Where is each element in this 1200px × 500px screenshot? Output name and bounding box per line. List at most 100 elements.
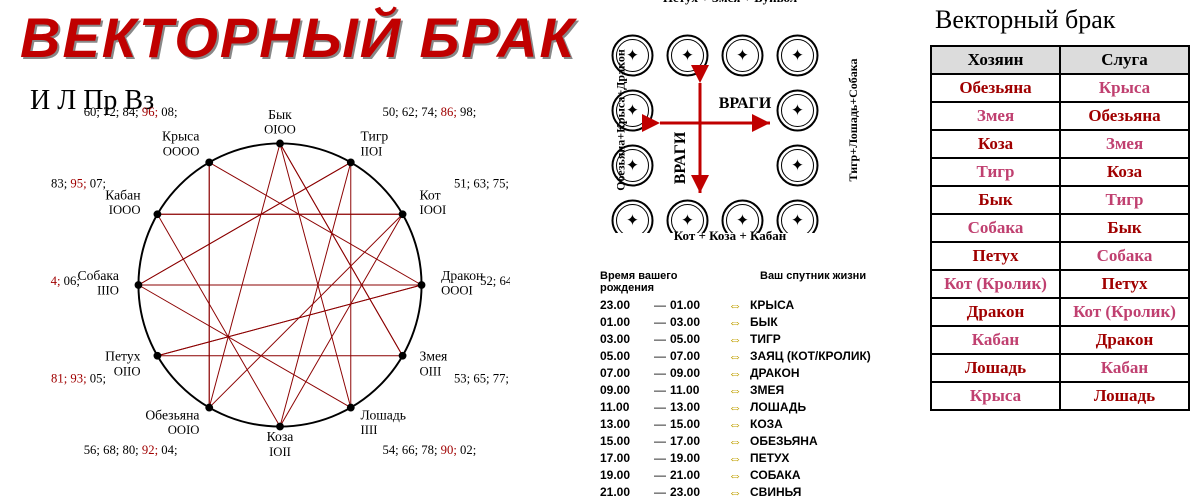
time-table: Время вашего рождения Ваш спутник жизни … [600,270,920,500]
svg-text:56; 68; 80; 92; 04;: 56; 68; 80; 92; 04; [84,443,178,457]
ms-row: ОбезьянаКрыса [931,74,1189,102]
svg-text:50; 62; 74; 86; 98;: 50; 62; 74; 86; 98; [383,105,477,119]
svg-text:✦: ✦ [681,48,694,65]
ms-row: ПетухСобака [931,242,1189,270]
ms-servant: Собака [1060,242,1189,270]
main-title: ВЕКТОРНЫЙ БРАК [20,5,576,70]
time-row: 13.00—15.00⇔КОЗА [600,415,920,432]
svg-text:57; 69; 81; 93; 05;: 57; 69; 81; 93; 05; [50,372,106,386]
ms-servant: Тигр [1060,186,1189,214]
svg-text:✦: ✦ [626,158,639,175]
svg-text:ОIII: ОIII [419,364,441,378]
svg-text:Обезьяна: Обезьяна [145,408,199,423]
svg-text:53; 65; 77; 89; 01;: 53; 65; 77; 89; 01; [454,372,510,386]
svg-text:✦: ✦ [791,158,804,175]
ms-row: КрысаЛошадь [931,382,1189,410]
time-head-left: Время вашего рождения [600,270,720,294]
ms-master: Петух [931,242,1060,270]
time-row: 19.00—21.00⇔СОБАКА [600,466,920,483]
ms-master: Тигр [931,158,1060,186]
time-head-right: Ваш спутник жизни [760,270,866,282]
ms-row: ТигрКоза [931,158,1189,186]
time-row: 15.00—17.00⇔ОБЕЗЬЯНА [600,432,920,449]
time-row: 23.00—01.00⇔КРЫСА [600,296,920,313]
svg-text:Лошадь: Лошадь [361,408,407,423]
ms-master: Обезьяна [931,74,1060,102]
enemy-block: Петух + Змея + Буйвол Кот + Коза + Кабан… [555,0,905,250]
enemy-svg: ✦✦✦✦✦✦✦✦✦✦✦✦ВРАГИВРАГИ [585,8,875,233]
time-row: 11.00—13.00⇔ЛОШАДЬ [600,398,920,415]
wheel-diagram: БыкОIОО61; 73; 85; 97; 09; ТигрIIОI50; 6… [50,80,510,490]
svg-text:✦: ✦ [626,213,639,230]
ms-servant: Дракон [1060,326,1189,354]
ms-servant: Змея [1060,130,1189,158]
svg-text:52; 64; 76; 88; 00;: 52; 64; 76; 88; 00; [480,274,510,288]
ms-header-servant: Слуга [1060,46,1189,74]
svg-text:ОIIО: ОIIО [114,364,141,378]
svg-text:Тигр: Тигр [361,129,389,144]
svg-text:Крыса: Крыса [162,129,199,144]
enemy-top-label: Петух + Змея + Буйвол [555,0,905,6]
time-row: 01.00—03.00⇔БЫК [600,313,920,330]
ms-row: КабанДракон [931,326,1189,354]
right-title: Векторный брак [935,5,1115,35]
ms-master: Кот (Кролик) [931,270,1060,298]
svg-text:IIОI: IIОI [361,144,383,158]
svg-text:✦: ✦ [791,48,804,65]
svg-text:Змея: Змея [419,349,448,364]
ms-servant: Кабан [1060,354,1189,382]
time-row: 03.00—05.00⇔ТИГР [600,330,920,347]
ms-row: СобакаБык [931,214,1189,242]
svg-text:60; 72; 84; 96; 08;: 60; 72; 84; 96; 08; [84,105,178,119]
ms-servant: Крыса [1060,74,1189,102]
ms-row: Кот (Кролик)Петух [931,270,1189,298]
svg-text:ОIОО: ОIОО [264,123,296,137]
ms-master: Лошадь [931,354,1060,382]
ms-row: ДраконКот (Кролик) [931,298,1189,326]
svg-text:IОII: IОII [269,445,291,459]
svg-text:ОООО: ОООО [163,144,200,158]
ms-servant: Коза [1060,158,1189,186]
master-servant-table: Хозяин Слуга ОбезьянаКрысаЗмеяОбезьянаКо… [930,45,1190,411]
ms-servant: Лошадь [1060,382,1189,410]
svg-text:IIII: IIII [361,423,378,437]
svg-text:ООIО: ООIО [168,423,200,437]
svg-text:✦: ✦ [681,213,694,230]
svg-text:Кабан: Кабан [105,188,140,203]
svg-text:ВРАГИ: ВРАГИ [672,131,689,184]
svg-text:✦: ✦ [736,48,749,65]
time-row: 09.00—11.00⇔ЗМЕЯ [600,381,920,398]
ms-master: Крыса [931,382,1060,410]
svg-text:54; 66; 78; 90; 02;: 54; 66; 78; 90; 02; [383,443,477,457]
svg-text:Петух: Петух [105,349,141,364]
svg-text:✦: ✦ [626,103,639,120]
ms-master: Собака [931,214,1060,242]
ms-servant: Обезьяна [1060,102,1189,130]
ms-master: Змея [931,102,1060,130]
svg-text:✦: ✦ [791,103,804,120]
time-row: 05.00—07.00⇔ЗАЯЦ (КОТ/КРОЛИК) [600,347,920,364]
svg-text:IIIО: IIIО [97,284,119,298]
svg-text:59; 71; 83; 95; 07;: 59; 71; 83; 95; 07; [50,176,106,190]
ms-servant: Петух [1060,270,1189,298]
ms-servant: Бык [1060,214,1189,242]
time-row: 21.00—23.00⇔СВИНЬЯ [600,483,920,500]
time-row: 17.00—19.00⇔ПЕТУХ [600,449,920,466]
svg-text:51; 63; 75; 87; 99;: 51; 63; 75; 87; 99; [454,176,510,190]
ms-row: ЗмеяОбезьяна [931,102,1189,130]
svg-text:Бык: Бык [268,107,292,122]
ms-master: Дракон [931,298,1060,326]
svg-text:IООО: IООО [109,203,141,217]
svg-text:IООI: IООI [419,203,446,217]
ms-master: Коза [931,130,1060,158]
ms-row: КозаЗмея [931,130,1189,158]
svg-text:✦: ✦ [791,213,804,230]
time-row: 07.00—09.00⇔ДРАКОН [600,364,920,381]
ms-row: БыкТигр [931,186,1189,214]
ms-servant: Кот (Кролик) [1060,298,1189,326]
ms-master: Кабан [931,326,1060,354]
ms-master: Бык [931,186,1060,214]
svg-text:Кот: Кот [419,188,440,203]
svg-text:Собака: Собака [77,268,118,283]
svg-text:58; 70; 82; 94; 06;: 58; 70; 82; 94; 06; [50,274,80,288]
